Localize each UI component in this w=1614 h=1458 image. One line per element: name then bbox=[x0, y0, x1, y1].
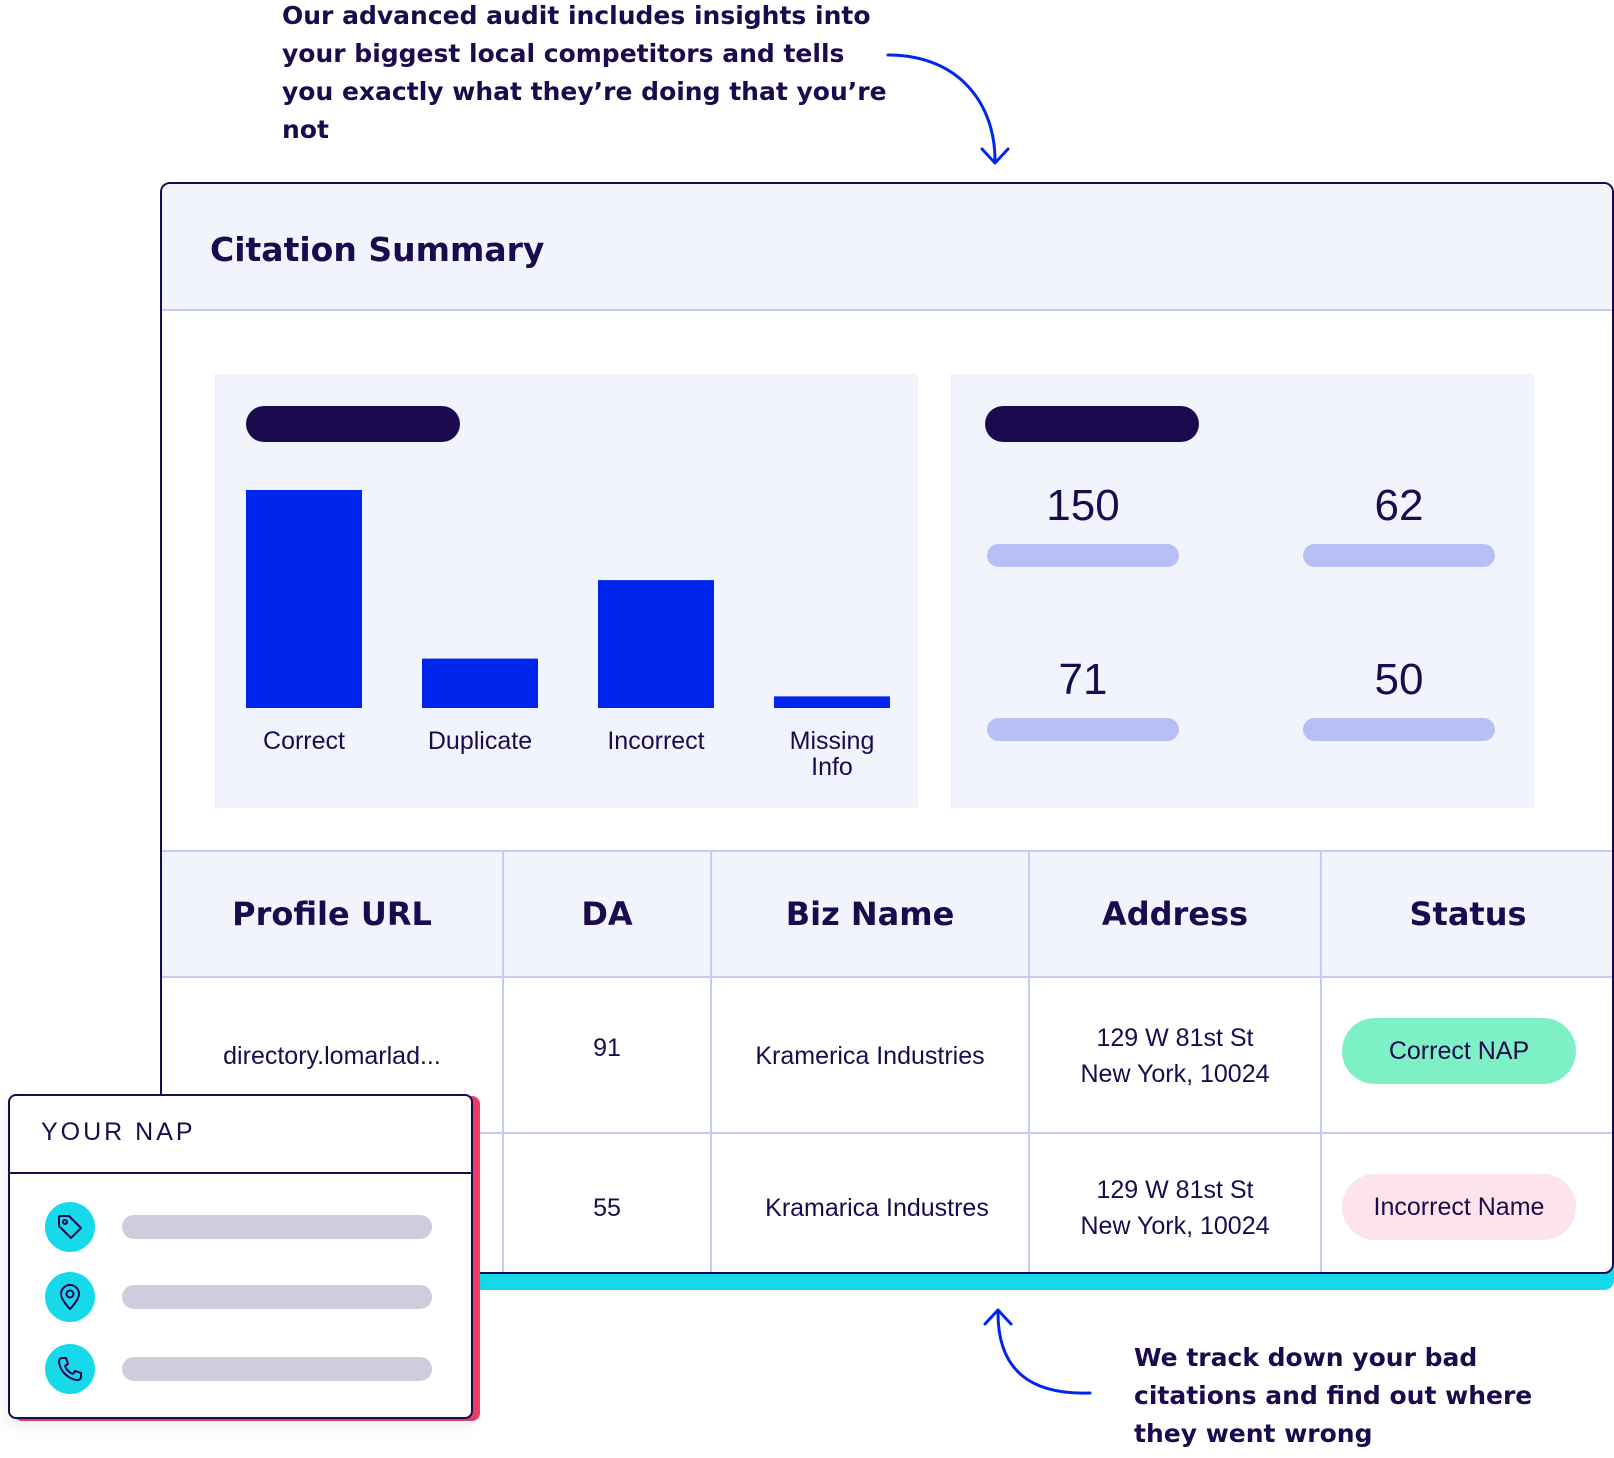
stat-value: 71 bbox=[1058, 655, 1108, 704]
stat-item: 62 bbox=[1303, 480, 1495, 567]
stat-value: 150 bbox=[1046, 481, 1120, 530]
location-pin-icon bbox=[45, 1272, 95, 1322]
profile-url-cell[interactable]: directory.lomarlad... bbox=[223, 1042, 441, 1070]
table-row[interactable]: 55 Kramarica Industres 129 W 81st St New… bbox=[162, 1136, 1612, 1272]
column-header-biz-name[interactable]: Biz Name bbox=[785, 895, 955, 933]
address-line: 129 W 81st St bbox=[1096, 1024, 1254, 1052]
bottom-annotation: We track down your bad citations and fin… bbox=[1134, 1343, 1533, 1448]
stat-label-placeholder bbox=[1303, 718, 1495, 741]
stat-item: 50 bbox=[1303, 654, 1495, 741]
column-divider bbox=[710, 850, 712, 1272]
address-line: New York, 10024 bbox=[1080, 1212, 1270, 1240]
bar-label: Missing Info bbox=[789, 727, 875, 781]
status-badge-correct: Correct NAP bbox=[1342, 1018, 1576, 1084]
citation-summary-card: Citation Summary Correct Duplicate Incorre… bbox=[160, 182, 1614, 1274]
bar-correct bbox=[246, 490, 362, 708]
address-cell: 129 W 81st St New York, 10024 bbox=[1030, 1172, 1320, 1244]
stat-label-placeholder bbox=[987, 544, 1179, 567]
chart-title-placeholder bbox=[246, 406, 460, 442]
your-nap-card: YOUR NAP bbox=[8, 1094, 473, 1419]
biz-name-cell: Kramarica Industres bbox=[765, 1194, 989, 1222]
bar-incorrect bbox=[598, 580, 714, 708]
bar-label: Incorrect bbox=[607, 727, 705, 755]
bar-label: Duplicate bbox=[427, 727, 533, 755]
top-annotation: Our advanced audit includes insights int… bbox=[282, 1, 887, 144]
da-cell: 91 bbox=[593, 1034, 621, 1062]
card-title: Citation Summary bbox=[210, 230, 545, 269]
citation-chart-panel: Correct Duplicate Incorrect Missing Info bbox=[214, 374, 918, 808]
biz-name-cell: Kramerica Industries bbox=[755, 1042, 985, 1070]
da-cell: 55 bbox=[593, 1194, 621, 1222]
bar-label: Correct bbox=[263, 727, 345, 755]
citation-bar-chart bbox=[246, 490, 890, 708]
bar-duplicate bbox=[422, 658, 538, 708]
column-header-status[interactable]: Status bbox=[1409, 895, 1527, 933]
tag-icon bbox=[45, 1202, 95, 1252]
stat-label-placeholder bbox=[987, 718, 1179, 741]
nap-phone-placeholder bbox=[122, 1357, 432, 1381]
stat-item: 150 bbox=[987, 480, 1179, 567]
address-cell: 129 W 81st St New York, 10024 bbox=[1030, 1020, 1320, 1092]
column-header-da[interactable]: DA bbox=[581, 895, 633, 933]
nap-title: YOUR NAP bbox=[41, 1118, 196, 1146]
column-divider bbox=[502, 850, 504, 1272]
phone-icon bbox=[45, 1344, 95, 1394]
stat-label-placeholder bbox=[1303, 544, 1495, 567]
column-divider bbox=[1028, 850, 1030, 1272]
stat-value: 62 bbox=[1374, 481, 1424, 530]
stats-title-placeholder bbox=[985, 406, 1199, 442]
stat-item: 71 bbox=[987, 654, 1179, 741]
nap-name-placeholder bbox=[122, 1215, 432, 1239]
column-divider bbox=[1320, 850, 1322, 1272]
status-badge-incorrect: Incorrect Name bbox=[1342, 1174, 1576, 1240]
bar-missing-info bbox=[774, 696, 890, 708]
nap-address-placeholder bbox=[122, 1285, 432, 1309]
stats-panel: 150 62 71 50 bbox=[950, 374, 1534, 808]
column-header-address[interactable]: Address bbox=[1101, 895, 1249, 933]
card-header: Citation Summary bbox=[162, 184, 1612, 311]
address-line: New York, 10024 bbox=[1080, 1060, 1270, 1088]
stat-value: 50 bbox=[1374, 655, 1424, 704]
address-line: 129 W 81st St bbox=[1096, 1176, 1254, 1204]
table-header: Profile URL DA Biz Name Address Status bbox=[162, 850, 1612, 978]
nap-header: YOUR NAP bbox=[10, 1096, 471, 1174]
column-header-profile-url[interactable]: Profile URL bbox=[232, 895, 432, 933]
table-row[interactable]: directory.lomarlad... 91 Kramerica Indus… bbox=[162, 978, 1612, 1134]
